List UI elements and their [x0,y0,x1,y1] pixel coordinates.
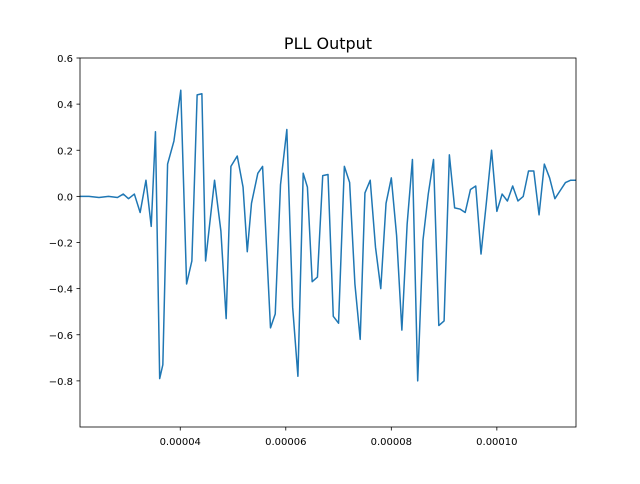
series-line-0 [80,89,576,382]
y-axis: −0.8 −0.6 −0.4 −0.2 0.0 0.2 0.4 0.6 [49,54,80,388]
y-tick-label: 0.4 [57,100,73,111]
y-tick-label: 0.6 [57,54,73,65]
y-tick-label: 0.2 [57,146,73,157]
y-tick-label: −0.4 [49,285,73,296]
y-tick-label: 0.0 [57,192,73,203]
y-tick-label: −0.6 [49,331,73,342]
y-tick-label: −0.8 [49,377,73,388]
x-axis: 0.00004 0.00006 0.00008 0.00010 [160,427,518,448]
x-tick-label: 0.00006 [265,437,306,448]
x-tick-label: 0.00004 [160,437,201,448]
chart-title: PLL Output [284,34,372,53]
y-tick-label: −0.2 [49,239,73,250]
x-tick-label: 0.00010 [476,437,517,448]
x-tick-label: 0.00008 [371,437,412,448]
